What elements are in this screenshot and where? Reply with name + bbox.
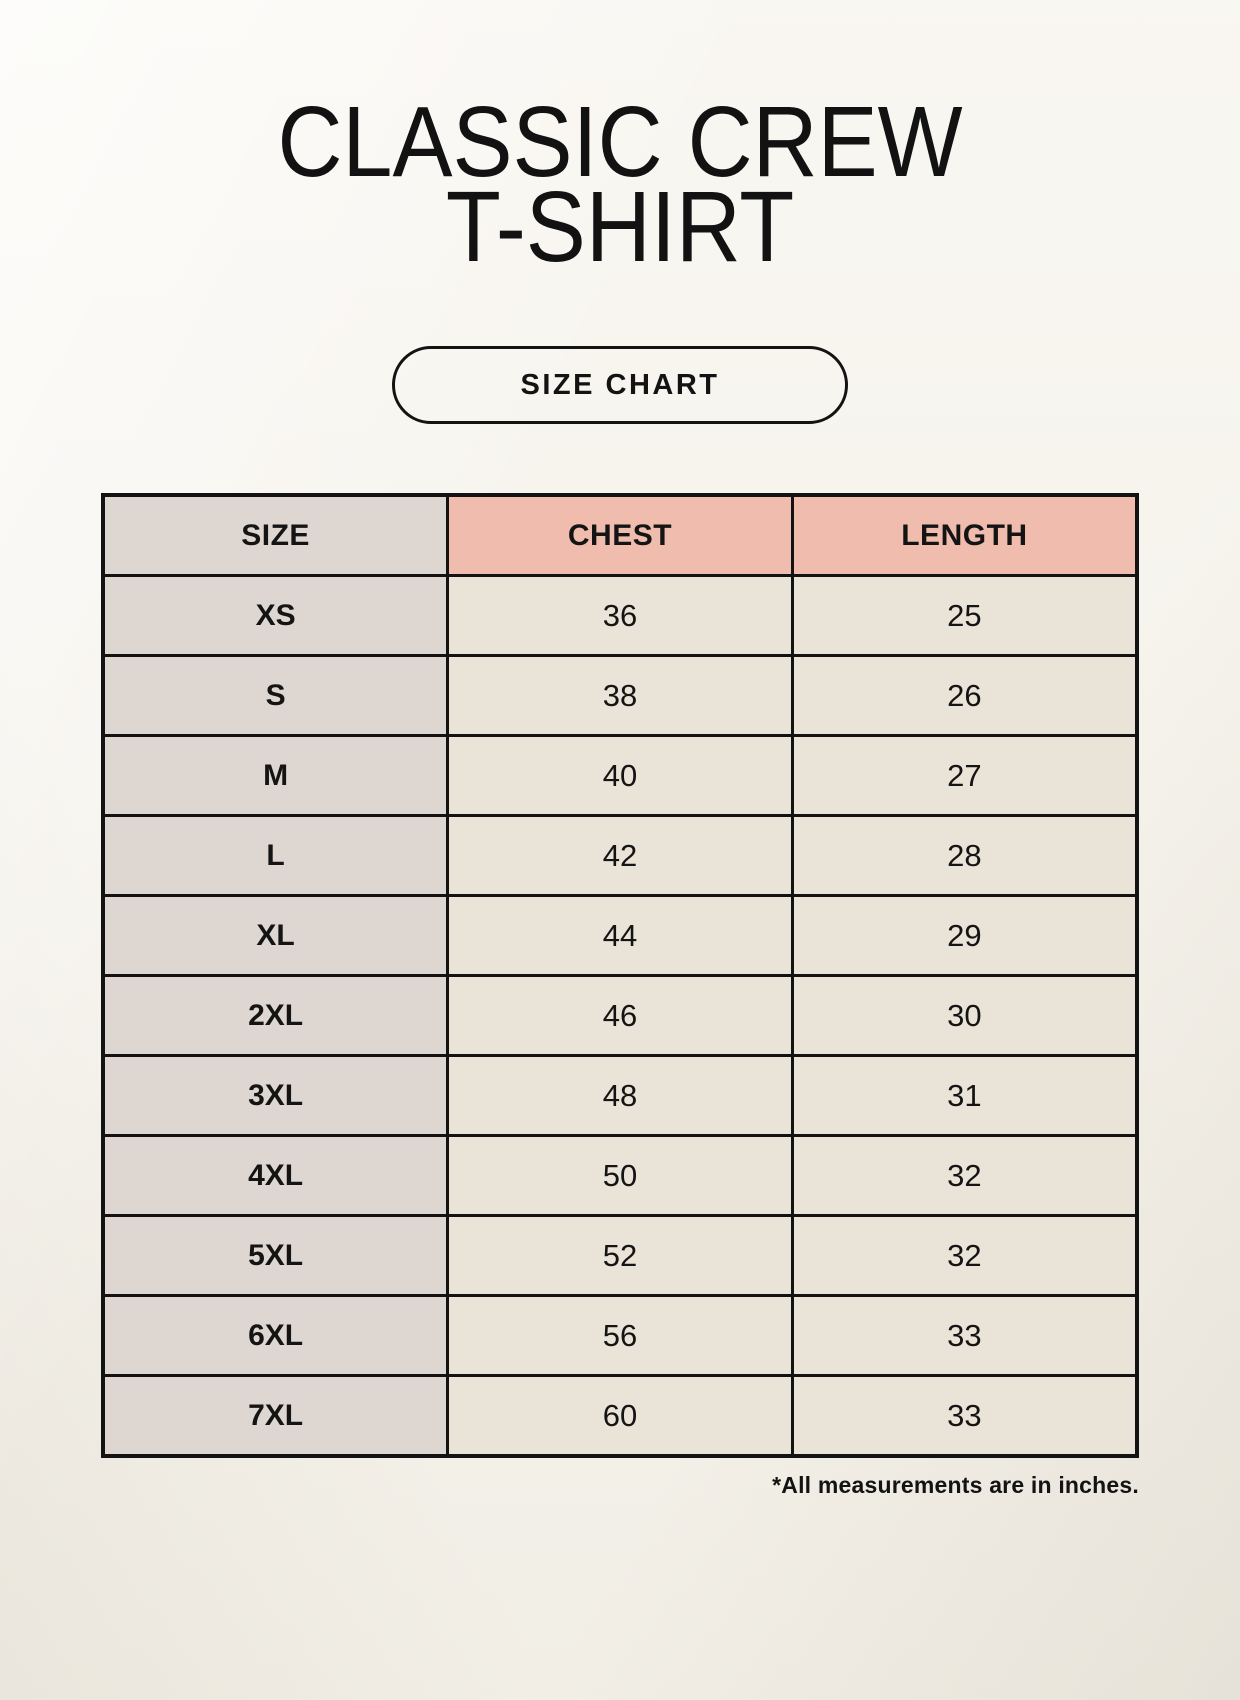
page-title-line2: T-SHIRT <box>445 171 795 283</box>
table-row: XS 36 25 <box>101 574 1139 657</box>
chest-cell: 44 <box>446 894 794 977</box>
chest-cell: 38 <box>446 654 794 737</box>
chest-cell: 56 <box>446 1294 794 1377</box>
length-cell: 33 <box>790 1294 1139 1377</box>
chest-cell: 60 <box>446 1374 794 1458</box>
page-title: CLASSIC CREW T-SHIRT <box>62 86 1178 283</box>
size-cell: 5XL <box>101 1214 450 1297</box>
table-row: 6XL 56 33 <box>101 1294 1139 1377</box>
size-chart-badge-label: SIZE CHART <box>520 368 720 401</box>
size-cell: 6XL <box>101 1294 450 1377</box>
chest-cell: 42 <box>446 814 794 897</box>
table-row: XL 44 29 <box>101 894 1139 977</box>
chest-cell: 50 <box>446 1134 794 1217</box>
size-cell: 3XL <box>101 1054 450 1137</box>
length-cell: 32 <box>790 1134 1139 1217</box>
size-chart-badge[interactable]: SIZE CHART <box>392 346 848 424</box>
size-cell: XL <box>101 894 450 977</box>
measurements-note: *All measurements are in inches. <box>772 1472 1139 1498</box>
size-chart-poster: CLASSIC CREW T-SHIRT SIZE CHART SIZE CHE… <box>0 86 1240 1700</box>
page-title-line1: CLASSIC CREW <box>277 86 963 198</box>
chest-cell: 48 <box>446 1054 794 1137</box>
table-header-row: SIZE CHEST LENGTH <box>101 493 1139 577</box>
table-row: 3XL 48 31 <box>101 1054 1139 1137</box>
size-cell: 4XL <box>101 1134 450 1217</box>
length-cell: 29 <box>790 894 1139 977</box>
chest-cell: 36 <box>446 574 794 657</box>
table-row: 7XL 60 33 <box>101 1374 1139 1458</box>
size-cell: 2XL <box>101 974 450 1057</box>
table-row: 2XL 46 30 <box>101 974 1139 1057</box>
length-cell: 33 <box>790 1374 1139 1458</box>
column-header-size: SIZE <box>101 493 450 577</box>
length-cell: 31 <box>790 1054 1139 1137</box>
chest-cell: 46 <box>446 974 794 1057</box>
size-cell: L <box>101 814 450 897</box>
length-cell: 32 <box>790 1214 1139 1297</box>
table-row: 5XL 52 32 <box>101 1214 1139 1297</box>
chest-cell: 52 <box>446 1214 794 1297</box>
column-header-length: LENGTH <box>790 493 1139 577</box>
size-cell: 7XL <box>101 1374 450 1458</box>
length-cell: 26 <box>790 654 1139 737</box>
table-row: S 38 26 <box>101 654 1139 737</box>
length-cell: 28 <box>790 814 1139 897</box>
size-cell: XS <box>101 574 450 657</box>
size-cell: M <box>101 734 450 817</box>
size-chart-table: SIZE CHEST LENGTH XS 36 25 S 38 26 M 40 … <box>101 493 1139 1458</box>
chest-cell: 40 <box>446 734 794 817</box>
table-row: 4XL 50 32 <box>101 1134 1139 1217</box>
table-row: L 42 28 <box>101 814 1139 897</box>
length-cell: 25 <box>790 574 1139 657</box>
length-cell: 27 <box>790 734 1139 817</box>
table-row: M 40 27 <box>101 734 1139 817</box>
size-cell: S <box>101 654 450 737</box>
column-header-chest: CHEST <box>446 493 794 577</box>
length-cell: 30 <box>790 974 1139 1057</box>
